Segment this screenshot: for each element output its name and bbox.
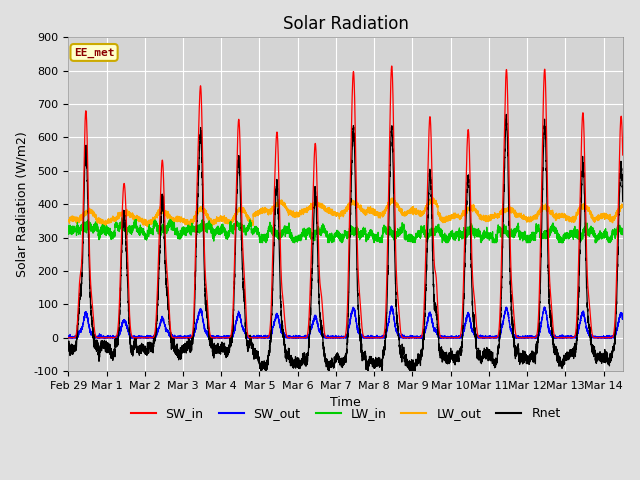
Text: EE_met: EE_met bbox=[74, 48, 115, 58]
Legend: SW_in, SW_out, LW_in, LW_out, Rnet: SW_in, SW_out, LW_in, LW_out, Rnet bbox=[125, 402, 566, 425]
X-axis label: Time: Time bbox=[330, 396, 361, 409]
Y-axis label: Solar Radiation (W/m2): Solar Radiation (W/m2) bbox=[15, 132, 28, 277]
Title: Solar Radiation: Solar Radiation bbox=[283, 15, 408, 33]
